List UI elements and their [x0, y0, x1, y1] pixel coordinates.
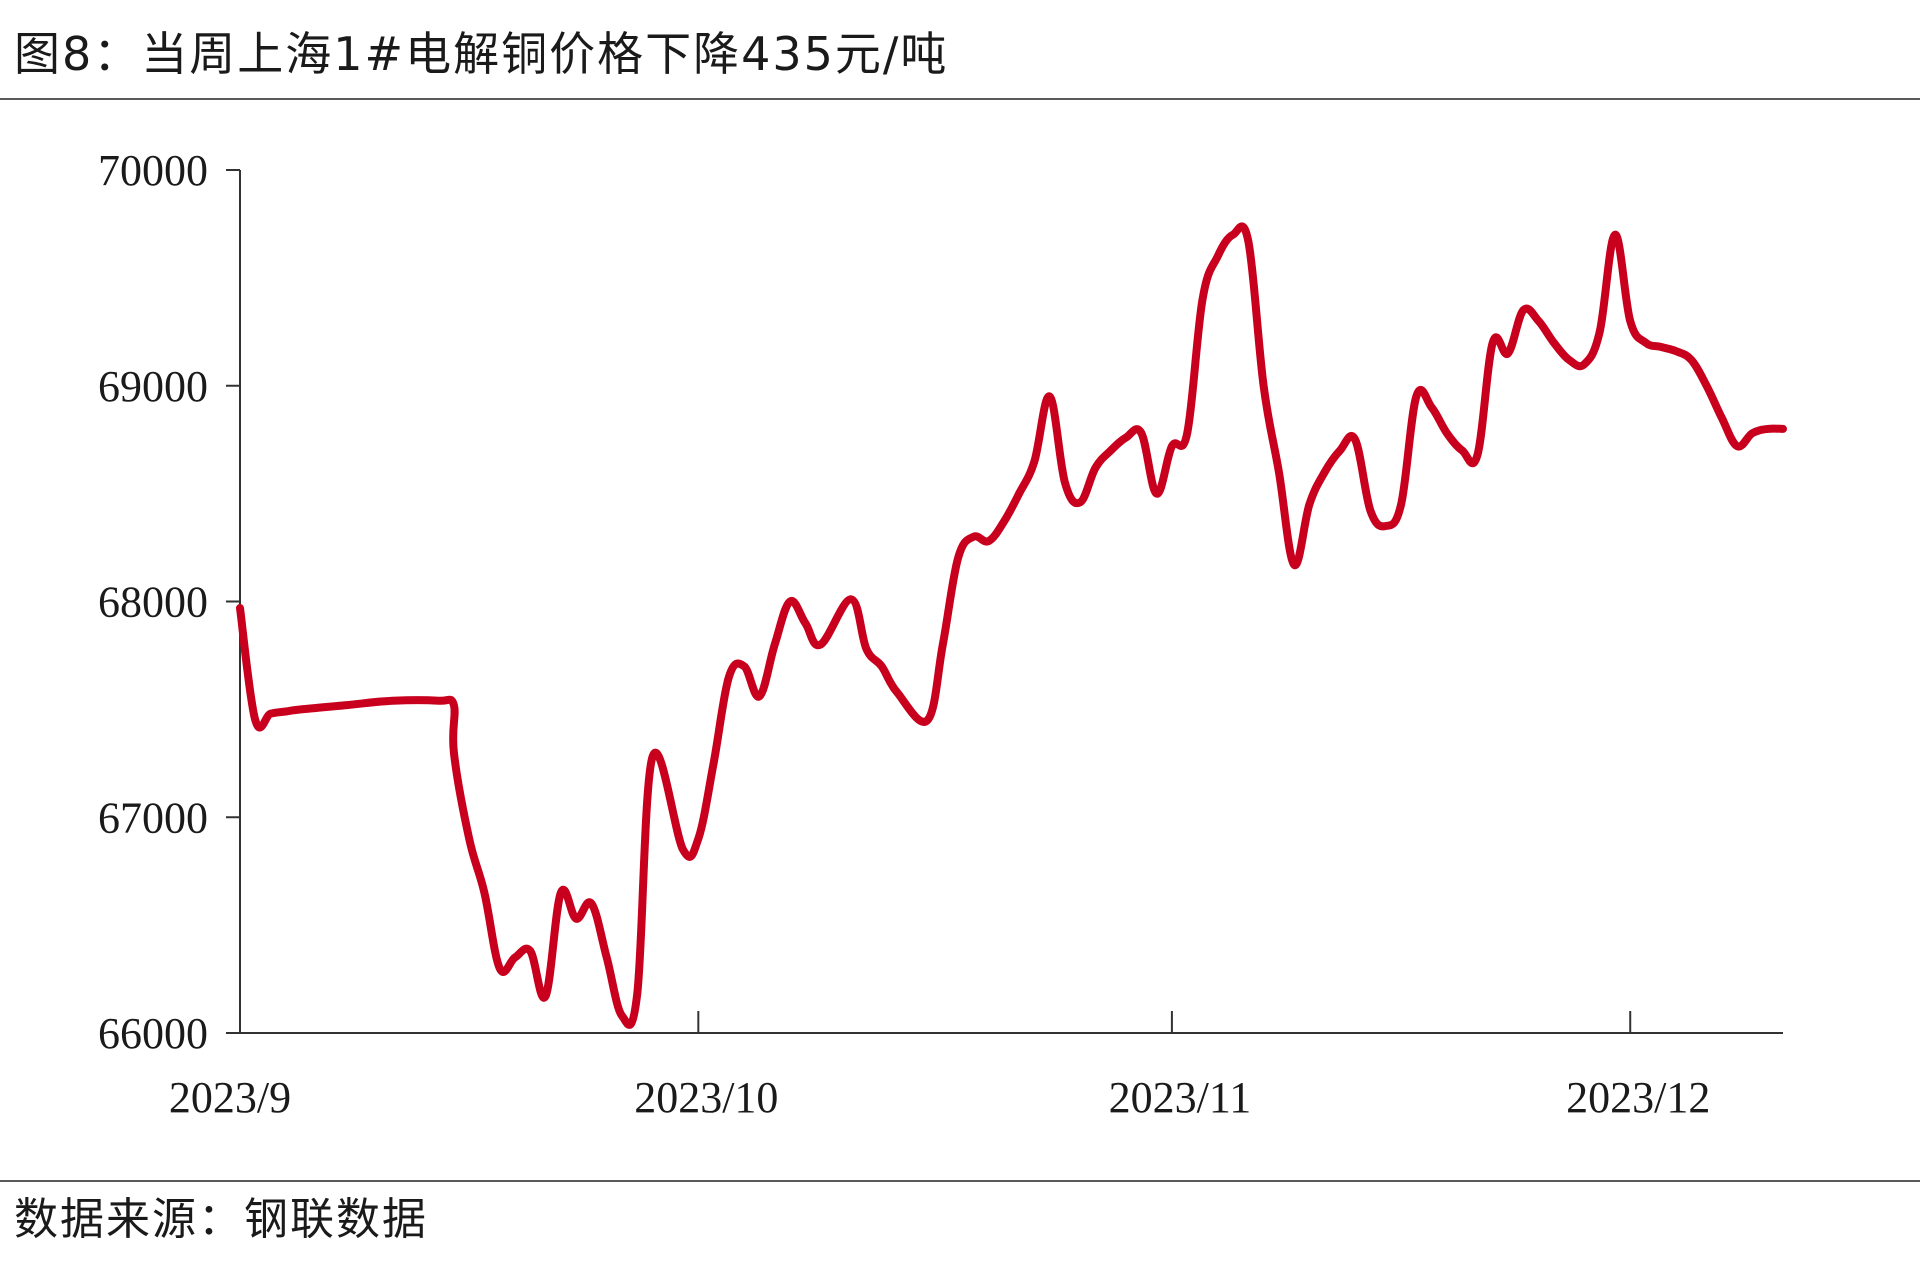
x-tick-label: 2023/10: [634, 1073, 778, 1122]
plot-area: [236, 222, 1787, 1029]
chart-title: 图8：当周上海1#电解铜价格下降435元/吨: [14, 27, 949, 81]
top-divider: [0, 98, 1920, 100]
x-tick-label: 2023/12: [1566, 1073, 1710, 1122]
data-source-note: 数据来源：钢联数据: [14, 1194, 428, 1245]
x-tick-label: 2023/9: [169, 1073, 291, 1122]
y-tick-labels: 66000 67000 68000 69000 70000: [98, 146, 208, 1058]
bottom-divider: [0, 1180, 1920, 1182]
series-line: [236, 222, 1787, 1029]
y-tick-label: 69000: [98, 362, 208, 411]
y-tick-label: 70000: [98, 146, 208, 195]
y-tick-label: 68000: [98, 578, 208, 627]
x-tick-labels: 2023/9 2023/10 2023/11 2023/12: [169, 1073, 1710, 1122]
x-tick-label: 2023/11: [1109, 1073, 1252, 1122]
y-tick-label: 67000: [98, 793, 208, 842]
chart-axes: [226, 169, 1783, 1034]
y-tick-label: 66000: [98, 1009, 208, 1058]
